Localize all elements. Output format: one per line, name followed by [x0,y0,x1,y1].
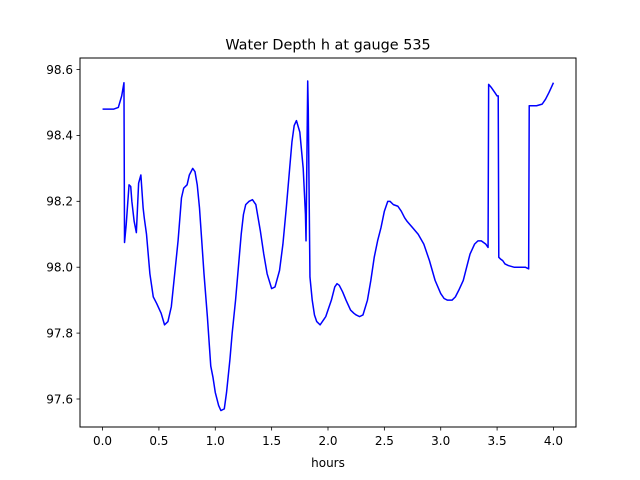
y-tick-label: 97.6 [46,392,73,406]
x-axis: 0.0 0.5 1.0 1.5 2.0 2.5 3.0 3.5 4.0 [93,427,563,448]
x-tick-label: 3.0 [431,434,450,448]
y-axis: 97.6 97.8 98.0 98.2 98.4 98.6 [46,63,80,406]
x-axis-label: hours [311,456,345,470]
x-tick-label: 2.0 [318,434,337,448]
series-line [102,80,555,412]
y-tick-label: 98.2 [46,195,73,209]
y-tick-label: 98.6 [46,63,73,77]
x-tick-label: 0.0 [93,434,112,448]
y-tick-label: 98.4 [46,129,73,143]
x-tick-label: 1.0 [206,434,225,448]
axes-frame [79,57,577,428]
x-tick-label: 3.5 [488,434,507,448]
plot-area [79,57,577,428]
y-tick-label: 97.8 [46,326,73,340]
x-tick-label: 0.5 [149,434,168,448]
y-tick-label: 98.0 [46,261,73,275]
x-tick-label: 4.0 [544,434,563,448]
chart-title: Water Depth h at gauge 535 [225,38,430,54]
x-tick-label: 1.5 [262,434,281,448]
x-tick-label: 2.5 [375,434,394,448]
